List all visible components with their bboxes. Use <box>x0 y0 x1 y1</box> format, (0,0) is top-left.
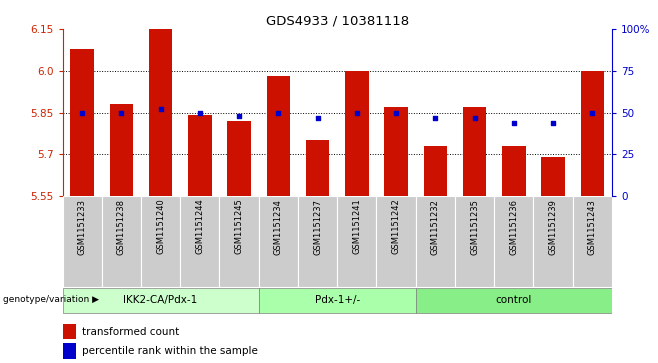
Bar <box>63 196 102 287</box>
Bar <box>149 29 172 196</box>
Text: control: control <box>495 295 532 305</box>
Bar <box>259 196 298 287</box>
Text: GSM1151244: GSM1151244 <box>195 199 205 254</box>
Bar <box>259 288 416 313</box>
Bar <box>572 196 612 287</box>
Bar <box>502 146 526 196</box>
Bar <box>463 107 486 196</box>
Bar <box>416 288 612 313</box>
Text: percentile rank within the sample: percentile rank within the sample <box>82 346 258 356</box>
Bar <box>455 196 494 287</box>
Point <box>430 115 441 121</box>
Text: GSM1151238: GSM1151238 <box>117 199 126 255</box>
Point <box>313 115 323 121</box>
Bar <box>376 196 416 287</box>
Point <box>195 110 205 115</box>
Bar <box>266 76 290 196</box>
Text: GSM1151234: GSM1151234 <box>274 199 283 254</box>
Point <box>77 110 88 115</box>
Text: GSM1151232: GSM1151232 <box>431 199 440 254</box>
Bar <box>337 196 376 287</box>
Text: GSM1151233: GSM1151233 <box>78 199 87 255</box>
Title: GDS4933 / 10381118: GDS4933 / 10381118 <box>266 15 409 28</box>
Bar <box>63 288 259 313</box>
Bar <box>228 121 251 196</box>
Bar <box>542 157 565 196</box>
Bar <box>384 107 408 196</box>
Text: GSM1151242: GSM1151242 <box>392 199 401 254</box>
Bar <box>102 196 141 287</box>
Bar <box>63 324 76 339</box>
Bar <box>345 71 368 196</box>
Bar <box>188 115 212 196</box>
Text: IKK2-CA/Pdx-1: IKK2-CA/Pdx-1 <box>124 295 198 305</box>
Bar <box>416 196 455 287</box>
Bar <box>494 196 534 287</box>
Point <box>234 113 244 119</box>
Bar <box>534 196 572 287</box>
Point <box>548 120 559 126</box>
Bar <box>110 104 133 196</box>
Bar <box>580 71 604 196</box>
Point <box>116 110 126 115</box>
Bar <box>424 146 447 196</box>
Text: transformed count: transformed count <box>82 327 179 337</box>
Point <box>587 110 597 115</box>
Text: GSM1151240: GSM1151240 <box>156 199 165 254</box>
Text: GSM1151241: GSM1151241 <box>352 199 361 254</box>
Text: Pdx-1+/-: Pdx-1+/- <box>315 295 360 305</box>
Text: GSM1151237: GSM1151237 <box>313 199 322 255</box>
Text: GSM1151236: GSM1151236 <box>509 199 519 255</box>
Point <box>273 110 284 115</box>
Bar <box>180 196 220 287</box>
Bar <box>70 49 94 196</box>
Bar <box>306 140 330 196</box>
Point <box>351 110 362 115</box>
Point <box>469 115 480 121</box>
Point <box>509 120 519 126</box>
Bar <box>298 196 338 287</box>
Text: GSM1151235: GSM1151235 <box>470 199 479 254</box>
Point <box>155 106 166 112</box>
Bar <box>220 196 259 287</box>
Text: GSM1151243: GSM1151243 <box>588 199 597 254</box>
Bar <box>63 343 76 359</box>
Bar <box>141 196 180 287</box>
Point <box>391 110 401 115</box>
Text: GSM1151239: GSM1151239 <box>549 199 557 254</box>
Text: GSM1151245: GSM1151245 <box>235 199 243 254</box>
Text: genotype/variation ▶: genotype/variation ▶ <box>3 295 99 304</box>
